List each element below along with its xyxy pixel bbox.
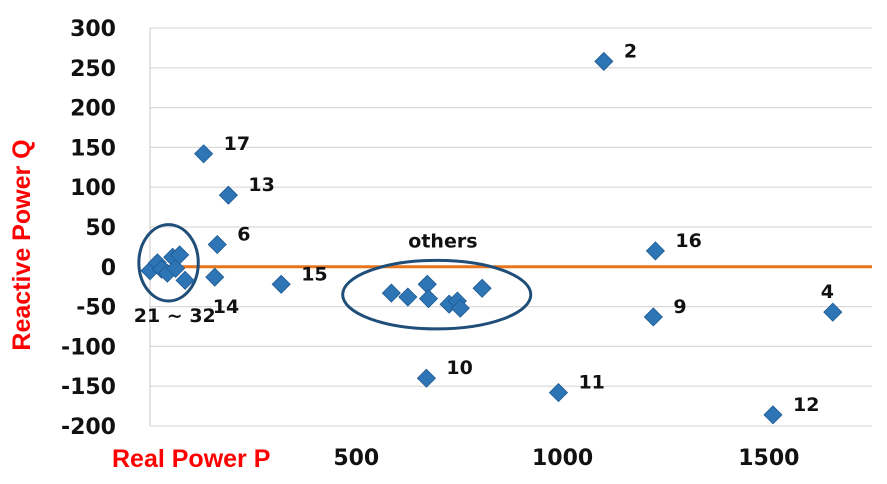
point-label: 10 — [446, 357, 472, 379]
data-point — [548, 383, 569, 403]
data-point — [643, 307, 663, 327]
data-point — [170, 245, 190, 265]
y-tick-label: -150 — [61, 375, 116, 400]
data-point — [763, 405, 783, 425]
point-label: 15 — [301, 263, 327, 285]
x-tick-label: 500 — [333, 446, 379, 471]
group-ellipses — [137, 223, 533, 331]
point-label: 13 — [248, 174, 274, 196]
data-point — [271, 274, 291, 294]
data-point — [450, 298, 470, 318]
y-tick-label: 50 — [85, 216, 116, 241]
point-label: 4 — [821, 281, 834, 303]
data-point — [194, 144, 214, 164]
y-tick-label: 300 — [70, 17, 116, 42]
group-ellipse — [341, 258, 533, 331]
data-point — [207, 234, 227, 255]
data-point — [175, 270, 195, 290]
x-axis-title: Real Power P — [112, 445, 270, 473]
point-label: 17 — [224, 133, 250, 155]
data-points — [140, 51, 843, 425]
annotations: 21 ~ 32 others — [134, 230, 478, 327]
y-tick-label: 0 — [101, 256, 116, 281]
y-tick-labels: 300 250 200 150 100 50 0 -50 -100 -150 -200 — [61, 17, 116, 440]
data-point — [418, 289, 439, 309]
point-label: 12 — [793, 394, 819, 416]
annotation-label: others — [408, 230, 477, 252]
grid-lines — [150, 27, 872, 427]
data-point — [472, 278, 492, 298]
y-tick-label: 250 — [70, 57, 116, 82]
data-point — [381, 283, 401, 303]
y-tick-label: -100 — [61, 335, 116, 360]
y-tick-label: 200 — [70, 97, 116, 122]
data-point — [594, 51, 614, 71]
x-tick-labels: 500 1000 1500 — [333, 446, 799, 471]
point-label: 16 — [675, 230, 701, 252]
y-tick-label: 150 — [70, 136, 116, 161]
data-point — [398, 287, 418, 307]
y-tick-label: 100 — [70, 176, 116, 201]
point-label: 6 — [237, 224, 250, 246]
data-point — [823, 302, 843, 322]
point-label: 9 — [673, 296, 686, 318]
group-ellipse — [137, 223, 200, 303]
y-tick-label: -200 — [61, 415, 116, 440]
point-label: 11 — [578, 372, 604, 394]
y-axis-title: Reactive Power Q — [8, 139, 36, 350]
point-label: 2 — [624, 40, 637, 62]
x-tick-label: 1500 — [738, 446, 799, 471]
data-point — [645, 241, 665, 261]
x-tick-label: 1000 — [532, 446, 593, 471]
point-label: 14 — [213, 296, 239, 318]
data-point — [218, 185, 238, 205]
data-point — [416, 368, 436, 388]
data-point — [205, 267, 225, 287]
y-tick-label: -50 — [76, 296, 116, 321]
point-labels: 2 4 6 9 10 11 12 13 14 15 16 17 — [213, 40, 834, 415]
annotation-label: 21 ~ 32 — [134, 305, 216, 327]
